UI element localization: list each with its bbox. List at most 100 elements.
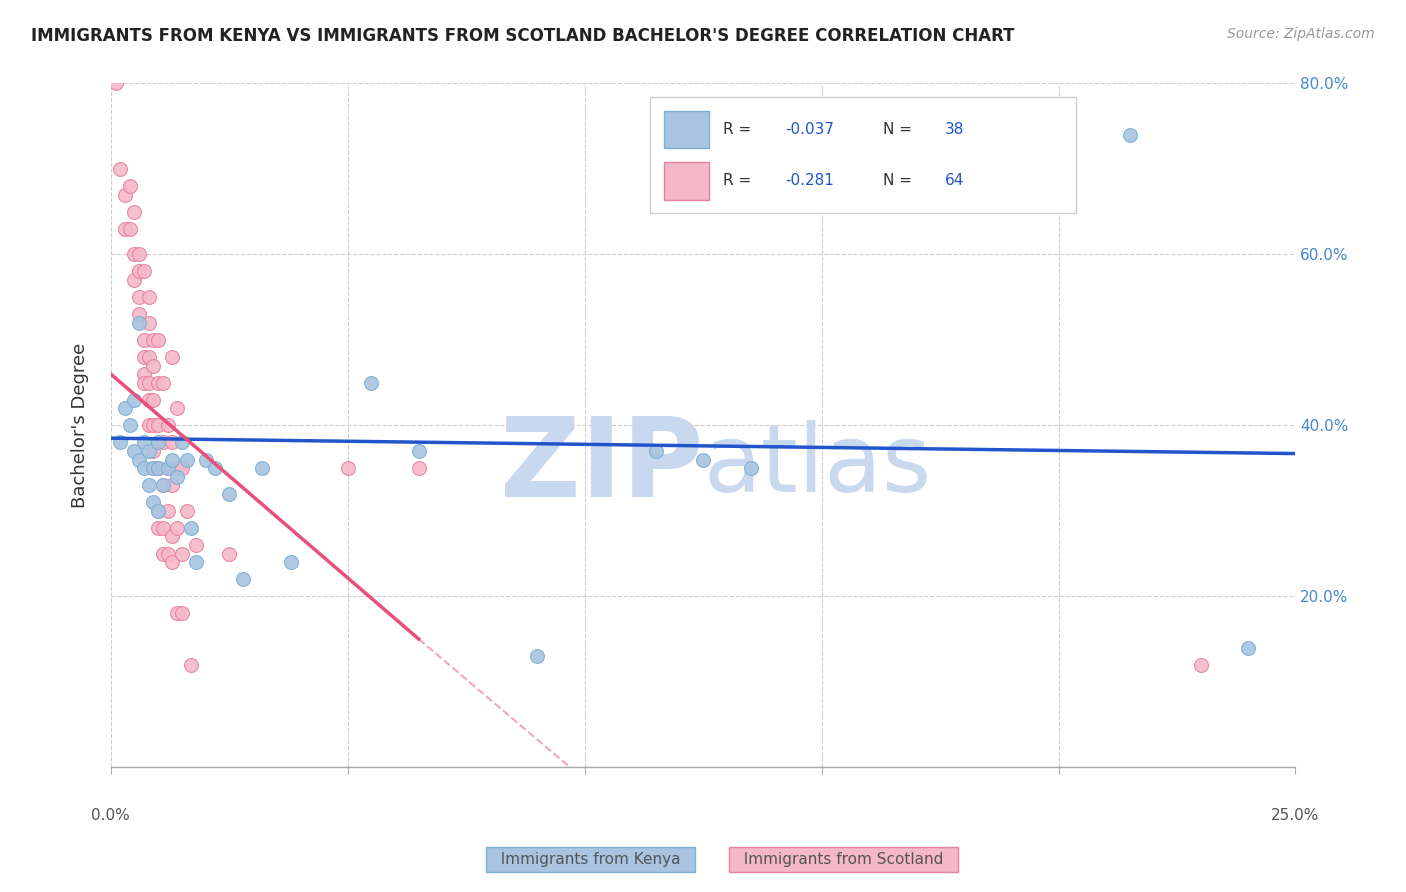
Point bbox=[156, 461, 179, 475]
Text: -0.281: -0.281 bbox=[785, 173, 834, 188]
FancyBboxPatch shape bbox=[650, 97, 1076, 213]
Point bbox=[152, 478, 174, 492]
Text: Immigrants from Kenya: Immigrants from Kenya bbox=[491, 852, 690, 867]
FancyBboxPatch shape bbox=[664, 162, 709, 200]
Point bbox=[142, 461, 165, 475]
Point bbox=[166, 401, 188, 416]
Point bbox=[118, 179, 141, 194]
Point bbox=[138, 444, 160, 458]
Text: R =: R = bbox=[723, 173, 756, 188]
Point bbox=[526, 649, 548, 664]
Point bbox=[162, 350, 184, 364]
Point bbox=[124, 247, 146, 261]
Point bbox=[132, 435, 155, 450]
Point bbox=[152, 547, 174, 561]
Point bbox=[146, 333, 169, 347]
Text: 38: 38 bbox=[945, 122, 965, 137]
Point bbox=[138, 316, 160, 330]
Point bbox=[146, 521, 169, 535]
Text: N =: N = bbox=[883, 173, 917, 188]
Point bbox=[124, 392, 146, 407]
Point bbox=[138, 392, 160, 407]
Point bbox=[740, 461, 762, 475]
Point bbox=[166, 469, 188, 483]
Point bbox=[156, 418, 179, 433]
Point bbox=[204, 461, 226, 475]
Y-axis label: Bachelor's Degree: Bachelor's Degree bbox=[72, 343, 89, 508]
Point bbox=[176, 452, 198, 467]
Text: Source: ZipAtlas.com: Source: ZipAtlas.com bbox=[1227, 27, 1375, 41]
Point bbox=[132, 350, 155, 364]
Point bbox=[218, 487, 240, 501]
Point bbox=[138, 290, 160, 304]
Text: 25.0%: 25.0% bbox=[1271, 808, 1320, 823]
Point bbox=[146, 504, 169, 518]
Point bbox=[142, 359, 165, 373]
Point bbox=[1118, 128, 1140, 142]
Point bbox=[156, 461, 179, 475]
Point bbox=[118, 418, 141, 433]
Point bbox=[142, 333, 165, 347]
Point bbox=[170, 435, 193, 450]
Point bbox=[146, 461, 169, 475]
Point bbox=[360, 376, 382, 390]
Point bbox=[128, 316, 150, 330]
Point bbox=[128, 290, 150, 304]
Point bbox=[142, 418, 165, 433]
Point bbox=[408, 444, 430, 458]
Point bbox=[104, 77, 127, 91]
Point bbox=[128, 247, 150, 261]
Point bbox=[194, 452, 217, 467]
Point bbox=[142, 461, 165, 475]
Point bbox=[124, 444, 146, 458]
Point bbox=[180, 657, 202, 672]
Point bbox=[1237, 640, 1260, 655]
Point bbox=[110, 435, 132, 450]
Text: 64: 64 bbox=[945, 173, 965, 188]
Point bbox=[132, 333, 155, 347]
Point bbox=[162, 529, 184, 543]
Point bbox=[184, 555, 207, 569]
Text: Immigrants from Scotland: Immigrants from Scotland bbox=[734, 852, 953, 867]
Point bbox=[162, 435, 184, 450]
Point bbox=[124, 273, 146, 287]
Point bbox=[128, 452, 150, 467]
Point bbox=[146, 504, 169, 518]
Point bbox=[114, 221, 136, 235]
Point bbox=[166, 607, 188, 621]
Point bbox=[162, 555, 184, 569]
Point bbox=[142, 444, 165, 458]
Text: ZIP: ZIP bbox=[499, 413, 703, 520]
Point bbox=[184, 538, 207, 552]
Point bbox=[132, 376, 155, 390]
Point bbox=[218, 547, 240, 561]
Point bbox=[156, 504, 179, 518]
Point bbox=[644, 444, 666, 458]
Point bbox=[152, 478, 174, 492]
Point bbox=[152, 376, 174, 390]
Point bbox=[142, 392, 165, 407]
Text: R =: R = bbox=[723, 122, 756, 137]
FancyBboxPatch shape bbox=[664, 111, 709, 148]
Point bbox=[252, 461, 274, 475]
Point bbox=[170, 607, 193, 621]
Point bbox=[138, 376, 160, 390]
Point bbox=[128, 307, 150, 321]
Point bbox=[142, 495, 165, 509]
Point bbox=[170, 461, 193, 475]
Point bbox=[110, 161, 132, 176]
Point bbox=[132, 367, 155, 381]
Point bbox=[162, 452, 184, 467]
Point bbox=[146, 376, 169, 390]
Point bbox=[124, 204, 146, 219]
Text: 0.0%: 0.0% bbox=[91, 808, 131, 823]
Point bbox=[162, 478, 184, 492]
Point bbox=[114, 401, 136, 416]
Text: N =: N = bbox=[883, 122, 917, 137]
Point bbox=[132, 461, 155, 475]
Point bbox=[146, 435, 169, 450]
Point bbox=[152, 521, 174, 535]
Point bbox=[132, 264, 155, 278]
Text: -0.037: -0.037 bbox=[785, 122, 834, 137]
Point bbox=[146, 418, 169, 433]
